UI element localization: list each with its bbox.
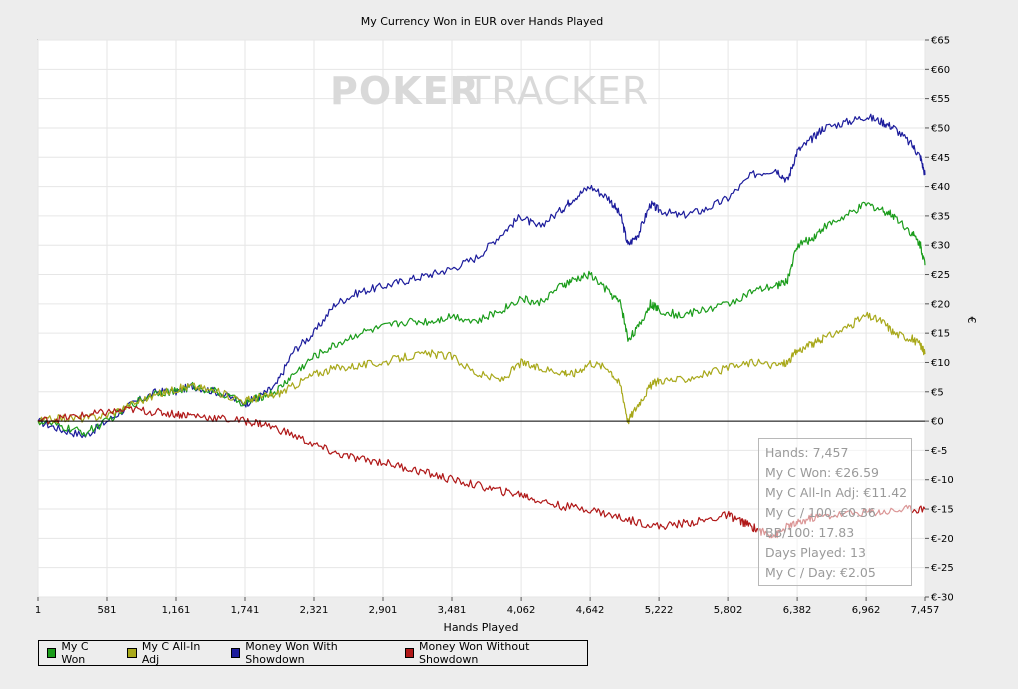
- stat-my-c-won: My C Won: €26.59: [765, 465, 879, 480]
- y-tick-label: €65: [931, 36, 950, 47]
- legend: My C Won My C All-In Adj Money Won With …: [38, 640, 588, 666]
- watermark-poker: POKER: [330, 69, 480, 113]
- x-tick-label: 7,457: [911, 605, 940, 616]
- legend-item-all-in-adj: My C All-In Adj: [127, 640, 214, 666]
- y-tick-label: €50: [931, 123, 950, 134]
- y-tick-label: €-25: [931, 563, 954, 574]
- legend-item-without-showdown: Money Won Without Showdown: [404, 640, 579, 666]
- legend-swatch: [127, 648, 137, 658]
- x-tick-label: 581: [97, 605, 116, 616]
- x-tick-label: 4,062: [507, 605, 536, 616]
- y-tick-label: €20: [931, 299, 950, 310]
- y-tick-label: €25: [931, 270, 950, 281]
- stat-all-in-adj: My C All-In Adj: €11.42: [765, 485, 908, 500]
- y-tick-label: €-30: [931, 593, 954, 604]
- y-tick-label: €55: [931, 94, 950, 105]
- y-tick-label: €35: [931, 211, 950, 222]
- legend-label: My C All-In Adj: [141, 640, 201, 666]
- y-tick-label: €10: [931, 358, 950, 369]
- x-tick-label: 4,642: [576, 605, 605, 616]
- y-axis-label: €: [965, 317, 978, 324]
- legend-item-with-showdown: Money Won With Showdown: [230, 640, 389, 666]
- legend-swatch: [404, 648, 414, 658]
- x-tick-label: 2,321: [300, 605, 329, 616]
- y-tick-label: €-10: [931, 475, 954, 486]
- series-lines: [37, 113, 926, 539]
- x-tick-label: 6,382: [783, 605, 812, 616]
- y-axis: €65 €60 €55 €50 €45 €40 €35 €30 €25 €20 €15 €10 €5 €0…: [925, 36, 954, 604]
- legend-swatch: [47, 648, 57, 658]
- chart-title: My Currency Won in EUR over Hands Played: [361, 15, 604, 28]
- stat-hands: Hands: 7,457: [765, 445, 849, 460]
- watermark: POKER TRACKER: [330, 69, 649, 113]
- legend-label: My C Won: [61, 640, 89, 666]
- x-tick-label: 2,901: [369, 605, 398, 616]
- x-tick-label: 1,741: [231, 605, 260, 616]
- y-tick-label: €30: [931, 241, 950, 252]
- series-line-money-won-with-showdown: [37, 113, 926, 439]
- y-tick-label: €5: [931, 387, 944, 398]
- x-axis: 1 581 1,161 1,741 2,321 2,901 3,481 4,062 4,642 5…: [35, 597, 940, 616]
- legend-label: Money Won With Showdown: [245, 640, 338, 666]
- y-tick-label: €0: [931, 417, 944, 428]
- y-tick-label: €45: [931, 153, 950, 164]
- watermark-tracker: TRACKER: [466, 69, 649, 113]
- x-tick-label: 5,222: [645, 605, 674, 616]
- series-line-my-c-all-in-adj: [37, 311, 926, 425]
- x-tick-label: 1,161: [162, 605, 191, 616]
- stat-days-played: Days Played: 13: [765, 545, 866, 560]
- x-axis-label: Hands Played: [444, 621, 519, 634]
- y-tick-label: €40: [931, 182, 950, 193]
- legend-label: Money Won Without Showdown: [419, 640, 530, 666]
- y-tick-label: €15: [931, 329, 950, 340]
- x-tick-label: 5,802: [714, 605, 743, 616]
- y-tick-label: €-15: [931, 505, 954, 516]
- legend-swatch: [230, 648, 241, 658]
- x-tick-label: 1: [35, 605, 41, 616]
- stat-bb-per-100: BB/100: 17.83: [765, 525, 855, 540]
- stat-my-c-per-100: My C / 100: €0.36: [765, 505, 876, 520]
- y-tick-label: €-20: [931, 534, 954, 545]
- x-tick-label: 6,962: [852, 605, 881, 616]
- x-tick-label: 3,481: [438, 605, 467, 616]
- stat-my-c-per-day: My C / Day: €2.05: [765, 565, 876, 580]
- y-tick-label: €60: [931, 65, 950, 76]
- y-tick-label: €-5: [931, 446, 947, 457]
- legend-item-my-c-won: My C Won: [47, 640, 111, 666]
- series-line-my-c-won: [37, 201, 926, 437]
- stats-box: Hands: 7,457 My C Won: €26.59 My C All-I…: [758, 438, 912, 586]
